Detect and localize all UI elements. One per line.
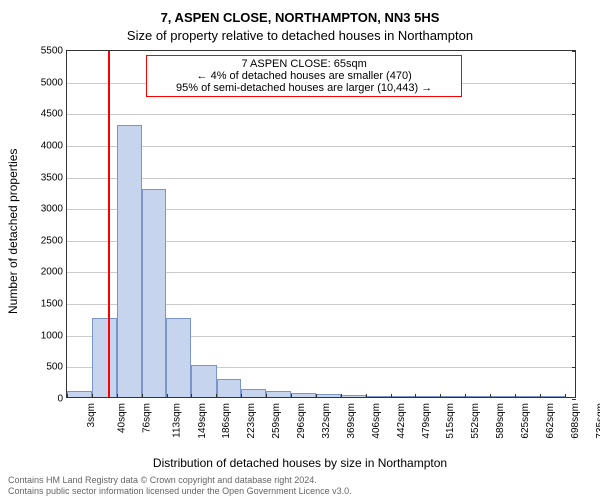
x-tick-label: 113sqm (171, 403, 182, 438)
y-tick-label: 4000 (41, 140, 63, 151)
gridline-h (67, 114, 575, 115)
x-tick-label: 149sqm (197, 403, 208, 439)
x-tick-label: 625sqm (520, 403, 531, 439)
property-marker-line (108, 51, 110, 397)
histogram-bar (391, 396, 415, 397)
chart-title-line2: Size of property relative to detached ho… (0, 28, 600, 43)
y-tick-label: 5500 (41, 46, 63, 57)
x-tick-label: 589sqm (495, 403, 506, 439)
x-tick-label: 735sqm (595, 403, 600, 439)
x-tick-label: 369sqm (346, 403, 357, 439)
chart-title-line1: 7, ASPEN CLOSE, NORTHAMPTON, NN3 5HS (0, 10, 600, 25)
annotation-line1: 7 ASPEN CLOSE: 65sqm (153, 58, 455, 70)
histogram-bar (92, 318, 116, 397)
x-tick-label: 186sqm (222, 403, 233, 439)
histogram-bar (540, 396, 565, 397)
y-tick-label: 3000 (41, 204, 63, 215)
x-tick-label: 76sqm (141, 403, 152, 433)
histogram-bar (191, 365, 216, 397)
footer-line2: Contains public sector information licen… (8, 486, 352, 497)
y-tick-label: 2500 (41, 235, 63, 246)
x-tick-label: 3sqm (86, 403, 97, 427)
x-axis-label: Distribution of detached houses by size … (0, 456, 600, 470)
x-tick-label: 40sqm (116, 403, 127, 433)
x-tick-label: 406sqm (371, 403, 382, 439)
annotation-line2: ← 4% of detached houses are smaller (470… (153, 70, 455, 82)
annotation-line3: 95% of semi-detached houses are larger (… (153, 82, 455, 94)
x-tick-label: 515sqm (446, 403, 457, 439)
footer-line1: Contains HM Land Registry data © Crown c… (8, 475, 352, 486)
histogram-bar (217, 379, 241, 397)
x-tick-label: 698sqm (570, 403, 581, 439)
histogram-bar (490, 396, 515, 397)
x-tick-label: 296sqm (296, 403, 307, 439)
x-tick-label: 479sqm (421, 403, 432, 439)
y-tick-label: 1500 (41, 299, 63, 310)
y-tick-label: 0 (57, 394, 63, 405)
histogram-bar (316, 394, 341, 397)
y-axis-label: Number of detached properties (6, 149, 20, 314)
histogram-bar (117, 125, 142, 397)
histogram-bar (166, 318, 191, 397)
histogram-bar (241, 389, 266, 397)
x-tick-label: 662sqm (545, 403, 556, 439)
histogram-bar (67, 391, 92, 397)
histogram-bar (341, 395, 365, 397)
x-tick-label: 552sqm (470, 403, 481, 439)
y-tick-label: 2000 (41, 267, 63, 278)
y-tick-label: 1000 (41, 330, 63, 341)
plot-area: 0500100015002000250030003500400045005000… (66, 50, 576, 398)
histogram-bar (515, 396, 539, 397)
x-tick-label: 259sqm (271, 403, 282, 439)
footer-attribution: Contains HM Land Registry data © Crown c… (8, 475, 352, 497)
histogram-bar (366, 396, 391, 397)
x-tick-label: 223sqm (246, 403, 257, 439)
histogram-bar (415, 396, 440, 397)
histogram-bar (142, 189, 166, 397)
histogram-bar (465, 396, 489, 397)
annotation-box: 7 ASPEN CLOSE: 65sqm← 4% of detached hou… (146, 55, 462, 97)
chart-container: 7, ASPEN CLOSE, NORTHAMPTON, NN3 5HS Siz… (0, 0, 600, 500)
y-tick-label: 500 (46, 362, 63, 373)
y-tick-label: 5000 (41, 77, 63, 88)
gridline-h (67, 146, 575, 147)
histogram-bar (291, 393, 316, 397)
histogram-bar (266, 391, 290, 397)
y-tick-label: 4500 (41, 109, 63, 120)
gridline-h (67, 178, 575, 179)
y-tick-label: 3500 (41, 172, 63, 183)
x-tick-label: 332sqm (321, 403, 332, 439)
histogram-bar (440, 396, 465, 397)
x-tick-label: 442sqm (396, 403, 407, 439)
